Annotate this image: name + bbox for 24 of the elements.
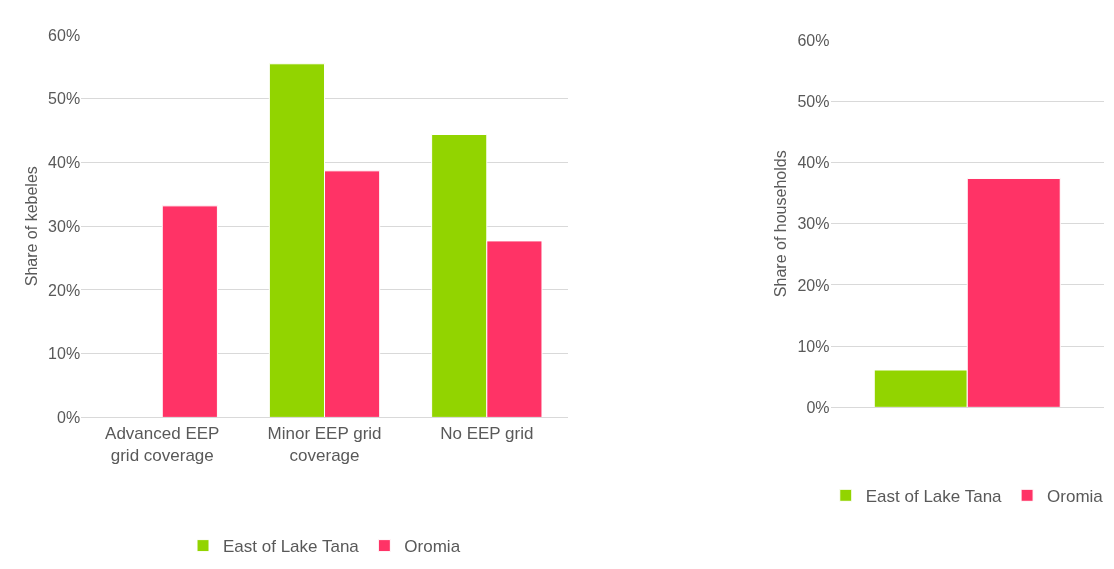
y-axis-title: Share of kebeles	[22, 166, 40, 287]
y-tick-label: 10%	[797, 337, 830, 355]
y-tick-label: 30%	[797, 215, 830, 233]
y-tick-label: 50%	[797, 92, 830, 110]
y-tick-label: 10%	[48, 345, 81, 363]
y-tick-label: 20%	[48, 281, 81, 299]
y-tick-label: 50%	[48, 90, 81, 108]
x-tick-label: No EEP grid	[440, 423, 534, 443]
legend-label: East of Lake Tana	[865, 486, 1003, 506]
x-tick-label: Minor EEP grid coverage	[267, 423, 382, 465]
y-tick-label: 20%	[797, 276, 830, 294]
y-tick-label: 30%	[48, 217, 81, 235]
x-tick-label: Advanced EEP grid coverage	[105, 423, 220, 465]
y-tick-label: 0%	[56, 409, 81, 426]
legend-label: East of Lake Tana	[223, 537, 360, 557]
y-tick-label: 60%	[48, 26, 81, 44]
y-tick-label: 0%	[806, 398, 830, 416]
y-tick-label: 60%	[797, 31, 830, 49]
y-tick-label: 40%	[797, 154, 830, 172]
legend-label: Oromia	[404, 537, 461, 557]
bar	[161, 205, 218, 418]
y-axis-title: Share of households	[772, 150, 790, 298]
legend-label: Oromia	[1047, 486, 1104, 506]
y-tick-label: 40%	[48, 154, 81, 172]
